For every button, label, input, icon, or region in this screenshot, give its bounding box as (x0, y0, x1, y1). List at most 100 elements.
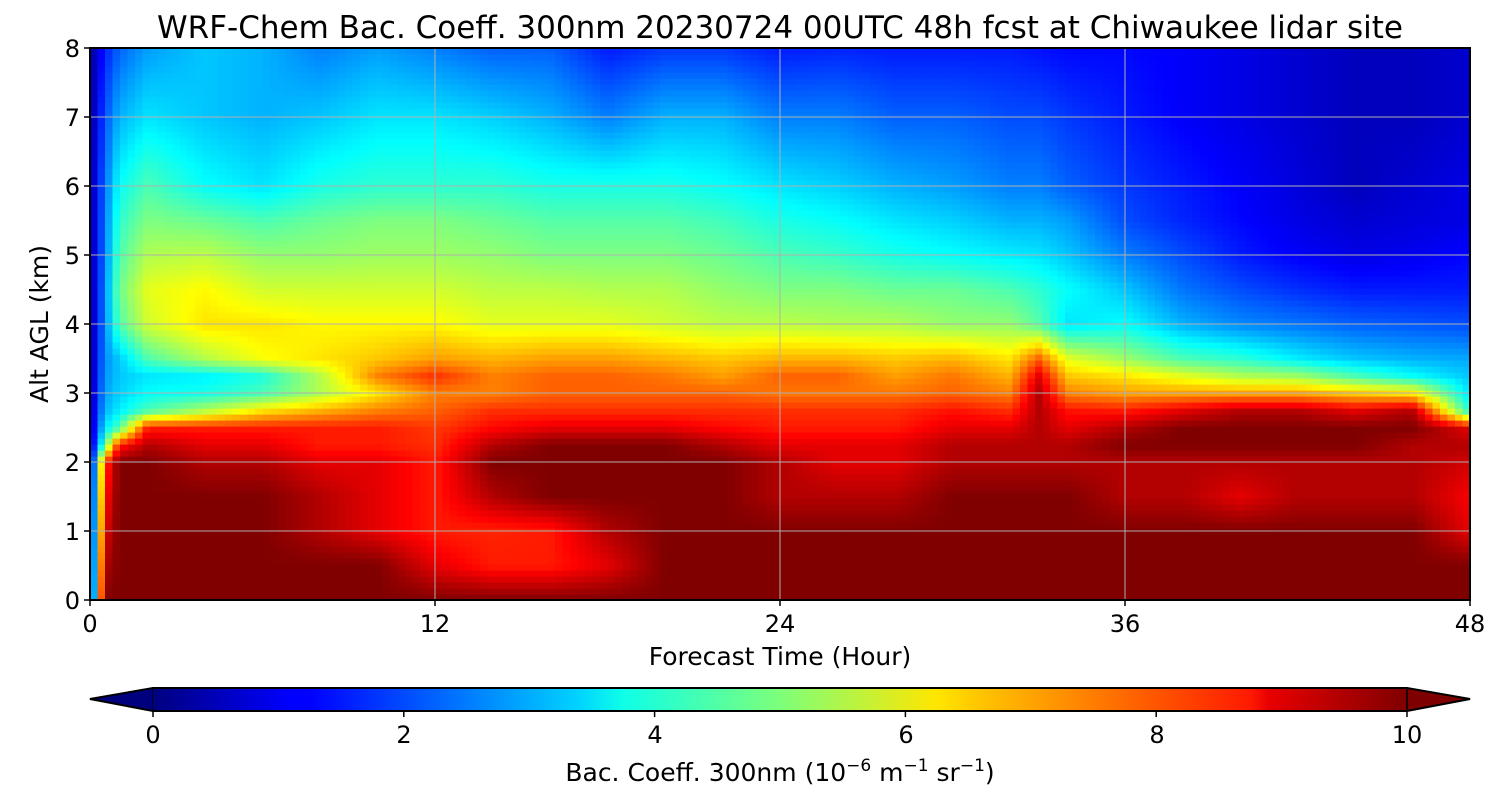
heatmap-cell (210, 534, 219, 541)
heatmap-cell (1050, 552, 1059, 559)
heatmap-cell (570, 588, 579, 595)
heatmap-cell (525, 474, 534, 481)
heatmap-cell (810, 474, 819, 481)
heatmap-cell (427, 510, 436, 517)
heatmap-cell (232, 570, 241, 577)
heatmap-cell (135, 480, 144, 487)
heatmap-cell (1050, 486, 1059, 493)
heatmap-cell (937, 516, 946, 523)
heatmap-cell (660, 474, 669, 481)
heatmap-cell (277, 480, 286, 487)
heatmap-cell (885, 546, 894, 553)
heatmap-cell (97, 522, 106, 529)
heatmap-cell (825, 456, 834, 463)
heatmap-cell (1230, 438, 1239, 445)
heatmap-cell (735, 576, 744, 583)
heatmap-cell (1020, 522, 1029, 529)
heatmap-cell (442, 570, 451, 577)
heatmap-cell (1057, 516, 1066, 523)
heatmap-cell (1110, 450, 1119, 457)
heatmap-cell (667, 462, 676, 469)
heatmap-cell (307, 534, 316, 541)
heatmap-cell (787, 480, 796, 487)
heatmap-cell (135, 570, 144, 577)
heatmap-cell (1065, 498, 1074, 505)
heatmap-cell (600, 510, 609, 517)
heatmap-cell (832, 468, 841, 475)
heatmap-cell (930, 492, 939, 499)
heatmap-cell (1215, 498, 1224, 505)
heatmap-cell (652, 468, 661, 475)
heatmap-cell (232, 522, 241, 529)
heatmap-cell (1080, 468, 1089, 475)
heatmap-cell (360, 462, 369, 469)
heatmap-cell (330, 558, 339, 565)
heatmap-cell (382, 462, 391, 469)
heatmap-cell (990, 570, 999, 577)
heatmap-cell (877, 576, 886, 583)
heatmap-cell (727, 522, 736, 529)
heatmap-cell (1042, 444, 1051, 451)
heatmap-cell (1320, 576, 1329, 583)
heatmap-cell (1102, 546, 1111, 553)
heatmap-cell (1297, 576, 1306, 583)
heatmap-cell (240, 510, 249, 517)
heatmap-cell (750, 510, 759, 517)
heatmap-cell (202, 486, 211, 493)
heatmap-cell (510, 462, 519, 469)
heatmap-cell (217, 444, 226, 451)
heatmap-cell (945, 510, 954, 517)
heatmap-cell (1447, 594, 1456, 600)
heatmap-cell (97, 444, 106, 451)
heatmap-cell (960, 462, 969, 469)
heatmap-cell (435, 492, 444, 499)
heatmap-cell (915, 486, 924, 493)
heatmap-cell (877, 492, 886, 499)
heatmap-cell (1020, 474, 1029, 481)
heatmap-cell (127, 444, 136, 451)
heatmap-cell (337, 594, 346, 600)
heatmap-cell (967, 558, 976, 565)
heatmap-cell (615, 480, 624, 487)
heatmap-cell (975, 480, 984, 487)
heatmap-cell (712, 462, 721, 469)
heatmap-cell (1342, 522, 1351, 529)
heatmap-cell (750, 504, 759, 511)
heatmap-cell (1042, 450, 1051, 457)
heatmap-cell (1410, 588, 1419, 595)
heatmap-cell (1357, 516, 1366, 523)
heatmap-cell (1050, 438, 1059, 445)
heatmap-cell (877, 582, 886, 589)
heatmap-cell (772, 546, 781, 553)
heatmap-cell (157, 432, 166, 439)
heatmap-cell (1132, 564, 1141, 571)
heatmap-cell (810, 456, 819, 463)
heatmap-cell (652, 546, 661, 553)
heatmap-cell (517, 510, 526, 517)
heatmap-cell (502, 588, 511, 595)
heatmap-cell (202, 576, 211, 583)
heatmap-cell (1447, 480, 1456, 487)
heatmap-cell (277, 594, 286, 600)
heatmap-cell (112, 468, 121, 475)
heatmap-cell (1267, 474, 1276, 481)
heatmap-cell (517, 504, 526, 511)
heatmap-cell (405, 456, 414, 463)
heatmap-cell (1005, 486, 1014, 493)
heatmap-cell (157, 588, 166, 595)
heatmap-cell (1290, 444, 1299, 451)
heatmap-cell (247, 492, 256, 499)
heatmap-cell (585, 558, 594, 565)
heatmap-cell (1312, 546, 1321, 553)
heatmap-cell (120, 522, 129, 529)
heatmap-cell (735, 534, 744, 541)
heatmap-cell (262, 438, 271, 445)
heatmap-cell (487, 522, 496, 529)
heatmap-cell (510, 570, 519, 577)
heatmap-cell (450, 480, 459, 487)
heatmap-cell (307, 450, 316, 457)
heatmap-cell (787, 498, 796, 505)
heatmap-cell (330, 522, 339, 529)
heatmap-cell (1132, 576, 1141, 583)
heatmap-cell (705, 462, 714, 469)
